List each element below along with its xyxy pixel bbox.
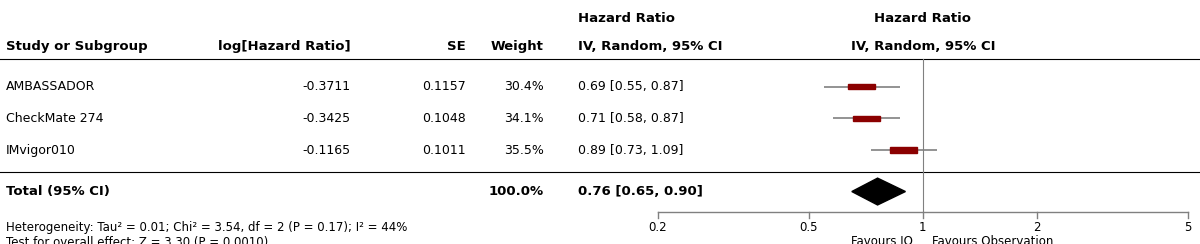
Bar [853, 116, 880, 121]
Text: Total (95% CI): Total (95% CI) [6, 185, 110, 198]
Text: -0.3425: -0.3425 [302, 112, 350, 125]
Text: AMBASSADOR: AMBASSADOR [6, 80, 95, 93]
Text: 0.5: 0.5 [799, 221, 818, 234]
Text: Study or Subgroup: Study or Subgroup [6, 40, 148, 53]
Text: 1: 1 [919, 221, 926, 234]
Text: 2: 2 [1033, 221, 1040, 234]
Text: -0.3711: -0.3711 [302, 80, 350, 93]
Text: 0.69 [0.55, 0.87]: 0.69 [0.55, 0.87] [578, 80, 684, 93]
Text: IMvigor010: IMvigor010 [6, 143, 76, 157]
Text: Favours IO: Favours IO [851, 235, 913, 244]
Bar [890, 147, 917, 153]
Text: 35.5%: 35.5% [504, 143, 544, 157]
Text: Favours Observation: Favours Observation [932, 235, 1054, 244]
Text: 100.0%: 100.0% [488, 185, 544, 198]
Text: log[Hazard Ratio]: log[Hazard Ratio] [217, 40, 350, 53]
Text: Heterogeneity: Tau² = 0.01; Chi² = 3.54, df = 2 (P = 0.17); I² = 44%: Heterogeneity: Tau² = 0.01; Chi² = 3.54,… [6, 221, 407, 234]
Text: 0.89 [0.73, 1.09]: 0.89 [0.73, 1.09] [578, 143, 684, 157]
Text: -0.1165: -0.1165 [302, 143, 350, 157]
Text: 30.4%: 30.4% [504, 80, 544, 93]
Bar [848, 84, 875, 89]
Text: Hazard Ratio: Hazard Ratio [578, 12, 676, 25]
Text: Test for overall effect: Z = 3.30 (P = 0.0010): Test for overall effect: Z = 3.30 (P = 0… [6, 235, 269, 244]
Text: Weight: Weight [491, 40, 544, 53]
Text: 0.1011: 0.1011 [422, 143, 466, 157]
Text: 0.76 [0.65, 0.90]: 0.76 [0.65, 0.90] [578, 185, 703, 198]
Text: 5: 5 [1184, 221, 1192, 234]
Text: 0.1157: 0.1157 [422, 80, 466, 93]
Text: CheckMate 274: CheckMate 274 [6, 112, 103, 125]
Text: 0.71 [0.58, 0.87]: 0.71 [0.58, 0.87] [578, 112, 684, 125]
Text: 0.2: 0.2 [648, 221, 667, 234]
Text: IV, Random, 95% CI: IV, Random, 95% CI [851, 40, 995, 53]
Text: Hazard Ratio: Hazard Ratio [875, 12, 971, 25]
Text: 34.1%: 34.1% [504, 112, 544, 125]
Text: 0.1048: 0.1048 [422, 112, 466, 125]
Text: SE: SE [446, 40, 466, 53]
Text: IV, Random, 95% CI: IV, Random, 95% CI [578, 40, 722, 53]
Polygon shape [852, 178, 906, 205]
